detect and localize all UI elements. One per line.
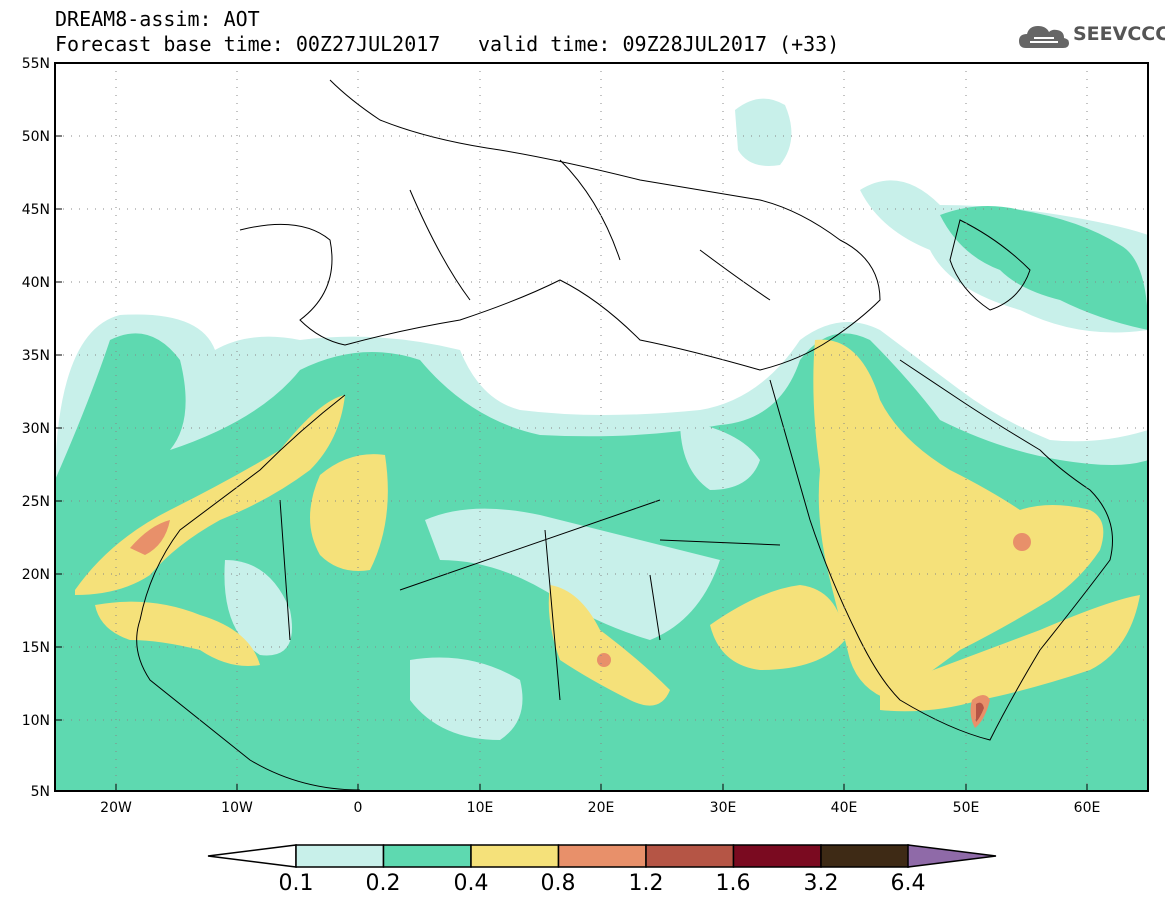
lat-label: 10N [22,713,50,729]
lat-label: 15N [22,640,50,656]
colorbar-box [295,844,385,868]
colorbar-over-triangle [907,844,997,868]
lat-label: 45N [22,202,50,218]
colorbar-box [820,844,910,868]
lat-label: 35N [22,348,50,364]
latitude-labels: 55N 50N 45N 40N 35N 30N 25N 20N 15N 10N … [22,56,50,800]
colorbar-label: 0.8 [541,871,576,896]
colorbar-label: 0.1 [279,871,314,896]
aot-band-0.4-arabia [813,339,1104,700]
aot-band-0.2-caspian [940,206,1148,330]
lon-label: 50E [953,800,980,816]
lat-label: 40N [22,275,50,291]
lat-label: 20N [22,567,50,583]
aot-fields [55,98,1148,790]
colorbar-label: 0.2 [366,871,401,896]
colorbar-box [470,844,560,868]
aot-band-0.1-ukraine [735,98,792,166]
coastlines [136,79,1113,791]
colorbar-under-triangle [207,844,297,868]
cloud-icon [1019,26,1069,48]
lon-label: 20W [100,800,132,816]
lon-label: 0 [354,800,363,816]
logo-text: SEEVCCC [1073,23,1165,45]
colorbar-box [382,844,472,868]
colorbar-label: 1.6 [716,871,751,896]
lat-label: 5N [31,784,50,800]
lon-label: 60E [1074,800,1101,816]
lon-label: 20E [588,800,615,816]
seevccc-logo: SEEVCCC [1018,20,1165,54]
colorbar-box [557,844,647,868]
colorbar-label: 6.4 [891,871,926,896]
lat-label: 25N [22,494,50,510]
colorbar: 0.1 0.2 0.4 0.8 1.2 1.6 3.2 6.4 [207,844,997,896]
forecast-base-time: Forecast base time: 00Z27JUL2017 [55,32,441,56]
lat-label: 55N [22,56,50,72]
lat-label: 50N [22,129,50,145]
lon-label: 10W [221,800,253,816]
longitude-labels: 20W 10W 0 10E 20E 30E 40E 50E 60E [100,800,1100,816]
colorbar-label: 3.2 [804,871,839,896]
lon-label: 10E [467,800,494,816]
lat-label: 30N [22,421,50,437]
map-title: DREAM8-assim: AOT [55,7,260,31]
tick-marks [55,135,1088,791]
colorbar-box [645,844,735,868]
colorbar-label: 1.2 [629,871,664,896]
colorbar-box [732,844,822,868]
lon-label: 30E [710,800,737,816]
valid-time: valid time: 09Z28JUL2017 (+33) [478,32,840,56]
lon-label: 40E [831,800,858,816]
colorbar-label: 0.4 [454,871,489,896]
